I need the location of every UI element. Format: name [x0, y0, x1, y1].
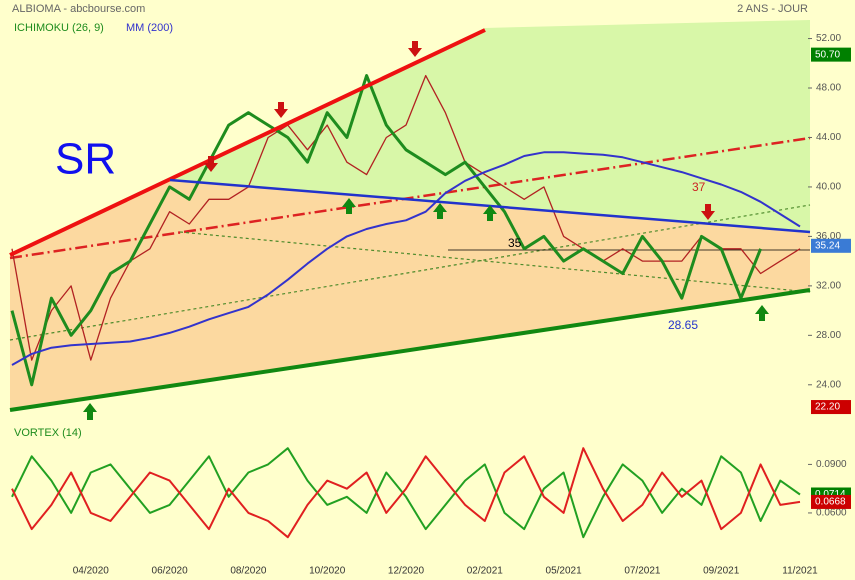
x-tick-label: 10/2020	[309, 566, 346, 577]
y-tick-label: 0.0900	[816, 459, 847, 470]
annotation: 37	[692, 180, 706, 194]
y-tick-label: 0.0600	[816, 508, 847, 519]
upper-trend	[9, 28, 486, 257]
legend-entry: ICHIMOKU (26, 9)	[14, 22, 104, 34]
data-line	[11, 447, 801, 539]
chart-title: ALBIOMA - abcbourse.com	[12, 3, 145, 15]
annotation: 35	[508, 236, 522, 250]
price-tag-label: 35.24	[815, 240, 840, 251]
up-arrow	[433, 203, 447, 219]
x-tick-label: 11/2021	[782, 566, 818, 577]
up-arrow	[755, 305, 769, 321]
data-line	[11, 447, 801, 539]
panel-title: VORTEX (14)	[14, 427, 82, 439]
up-arrow	[342, 198, 356, 214]
arrows	[83, 198, 769, 420]
x-tick-label: 06/2020	[152, 566, 189, 577]
down-arrow	[408, 41, 422, 57]
price-tag-label: 0.0714	[815, 489, 846, 500]
vortex-plot	[11, 447, 801, 539]
price-tag	[811, 238, 851, 253]
price-tag-label: 22.20	[815, 402, 840, 413]
annotation: SR	[55, 135, 116, 184]
green-zone	[170, 20, 810, 232]
y-tick-label: 28.00	[816, 330, 841, 341]
lower-trend	[9, 288, 811, 412]
orange-zone	[10, 180, 810, 410]
y-tick-label: 24.00	[816, 379, 841, 390]
x-tick-label: 08/2020	[230, 566, 267, 577]
x-tick-label: 12/2020	[388, 566, 425, 577]
arrows	[204, 41, 715, 220]
price-tag	[811, 494, 851, 509]
data-line	[10, 74, 762, 387]
down-arrow	[204, 156, 218, 172]
x-tick-label: 09/2021	[703, 566, 740, 577]
price-tag	[811, 400, 851, 415]
y-tick-label: 52.00	[816, 33, 841, 44]
y-tick-label: 40.00	[816, 182, 841, 193]
up-arrow	[83, 403, 97, 420]
down-arrow	[701, 204, 715, 220]
x-tick-label: 07/2021	[624, 566, 661, 577]
data-line	[11, 151, 801, 366]
main-plot	[10, 74, 801, 387]
price-tag-label: 50.70	[815, 49, 840, 60]
y-tick-label: 32.00	[816, 281, 841, 292]
data-line	[11, 74, 801, 361]
down-arrow	[274, 102, 288, 118]
y-tick-label: 44.00	[816, 132, 841, 143]
legend-entry: MM (200)	[126, 22, 173, 34]
price-tag-label: 0.0668	[815, 497, 846, 508]
price-tag	[811, 47, 851, 62]
y-tick-label: 48.00	[816, 83, 841, 94]
x-tick-label: 02/2021	[467, 566, 504, 577]
up-arrow	[483, 205, 497, 221]
x-tick-label: 04/2020	[73, 566, 110, 577]
subtitle: 2 ANS - JOUR	[737, 3, 808, 15]
y-tick-label: 36.00	[816, 231, 841, 242]
annotation: 28.65	[668, 318, 698, 332]
x-tick-label: 05/2021	[546, 566, 583, 577]
